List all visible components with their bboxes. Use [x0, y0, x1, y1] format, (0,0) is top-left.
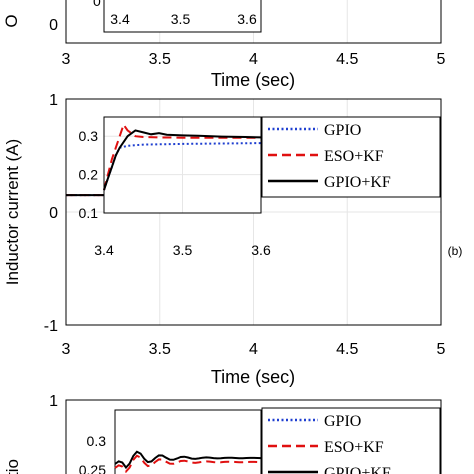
- inset-xtick-label: 3.6: [251, 242, 271, 258]
- middle-xtick-label: 4.5: [336, 341, 358, 358]
- middle-ytick-label: -1: [44, 318, 58, 335]
- top-xtick-label: 5: [437, 51, 446, 68]
- bottom-legend-label: GPIO+KF: [324, 465, 391, 474]
- top-ylabel: O: [2, 14, 21, 27]
- bottom-inset-frame: [114, 409, 262, 474]
- bottom-inset-ytick-0: 0.3: [87, 433, 107, 449]
- top-inset-xtick-label: 3.6: [237, 11, 257, 27]
- middle-legend-box: [261, 116, 441, 198]
- inset-ytick-label: 0.2: [79, 167, 99, 183]
- bottom-inset-series-eso-kf: [114, 454, 262, 474]
- top-xtick-label: 3.5: [149, 51, 171, 68]
- top-xtick-label: 4.5: [336, 51, 358, 68]
- middle-xtick-label: 5: [437, 341, 446, 358]
- bottom-inset-ytick-1: 0.25: [79, 462, 106, 474]
- middle-legend: GPIO ESO+KF GPIO+KF: [261, 116, 441, 198]
- middle-xtick-label: 3: [62, 341, 71, 358]
- bottom-legend-label: ESO+KF: [324, 439, 384, 456]
- top-inset-frame: [103, 0, 262, 33]
- middle-inset: 0.3 0.2 0.1 3.4 3.5 3.6: [79, 116, 271, 258]
- bottom-inset-series-gpio-kf: [114, 450, 262, 470]
- panel-label-b: (b): [448, 244, 463, 258]
- middle-inset-frame: [103, 116, 262, 214]
- bottom-ytick-1: 1: [49, 393, 58, 410]
- middle-xlabel: Time (sec): [211, 367, 295, 387]
- middle-ytick-label: 0: [49, 205, 58, 222]
- inset-series-eso-kf: [103, 122, 261, 191]
- bottom-panel: 1 tio 0.3 0.25 GPIO ESO+KF GPIO+KF: [3, 393, 442, 474]
- bottom-legend-label: GPIO: [324, 413, 361, 430]
- inset-series-gpio-kf: [103, 129, 262, 191]
- middle-legend-label: ESO+KF: [324, 148, 384, 165]
- middle-ylabel: Inductor current (A): [3, 139, 22, 285]
- top-xtick-label: 3: [62, 51, 71, 68]
- middle-legend-label: GPIO+KF: [324, 174, 391, 191]
- middle-xtick-label: 3.5: [149, 341, 171, 358]
- inset-xtick-label: 3.4: [94, 242, 114, 258]
- middle-ytick-label: 1: [49, 92, 58, 109]
- bottom-ylabel: tio: [3, 459, 22, 474]
- middle-panel: 1 0 -1 3 3.5 4 4.5 5 Inductor current (A) Time…: [3, 92, 462, 387]
- inset-xtick-label: 3.5: [173, 242, 193, 258]
- top-panel: 0 3.4 3.5 3.6 3 3.5 4 4.5 5 0 O Time (sec): [2, 0, 446, 90]
- inset-ytick-label: 0.1: [79, 205, 99, 221]
- middle-xtick-label: 4: [249, 341, 258, 358]
- top-axes-frame: [65, 0, 442, 44]
- inset-ytick-label: 0.3: [79, 128, 99, 144]
- top-inset-ytick: 0: [93, 0, 101, 9]
- top-xtick-label: 4: [249, 51, 258, 68]
- top-inset-xtick-label: 3.4: [110, 11, 130, 27]
- top-ytick-0: 0: [49, 17, 58, 34]
- top-xlabel: Time (sec): [211, 70, 295, 90]
- middle-axes-frame: [65, 98, 442, 326]
- top-inset-xtick-label: 3.5: [171, 11, 191, 27]
- middle-legend-label: GPIO: [324, 122, 361, 139]
